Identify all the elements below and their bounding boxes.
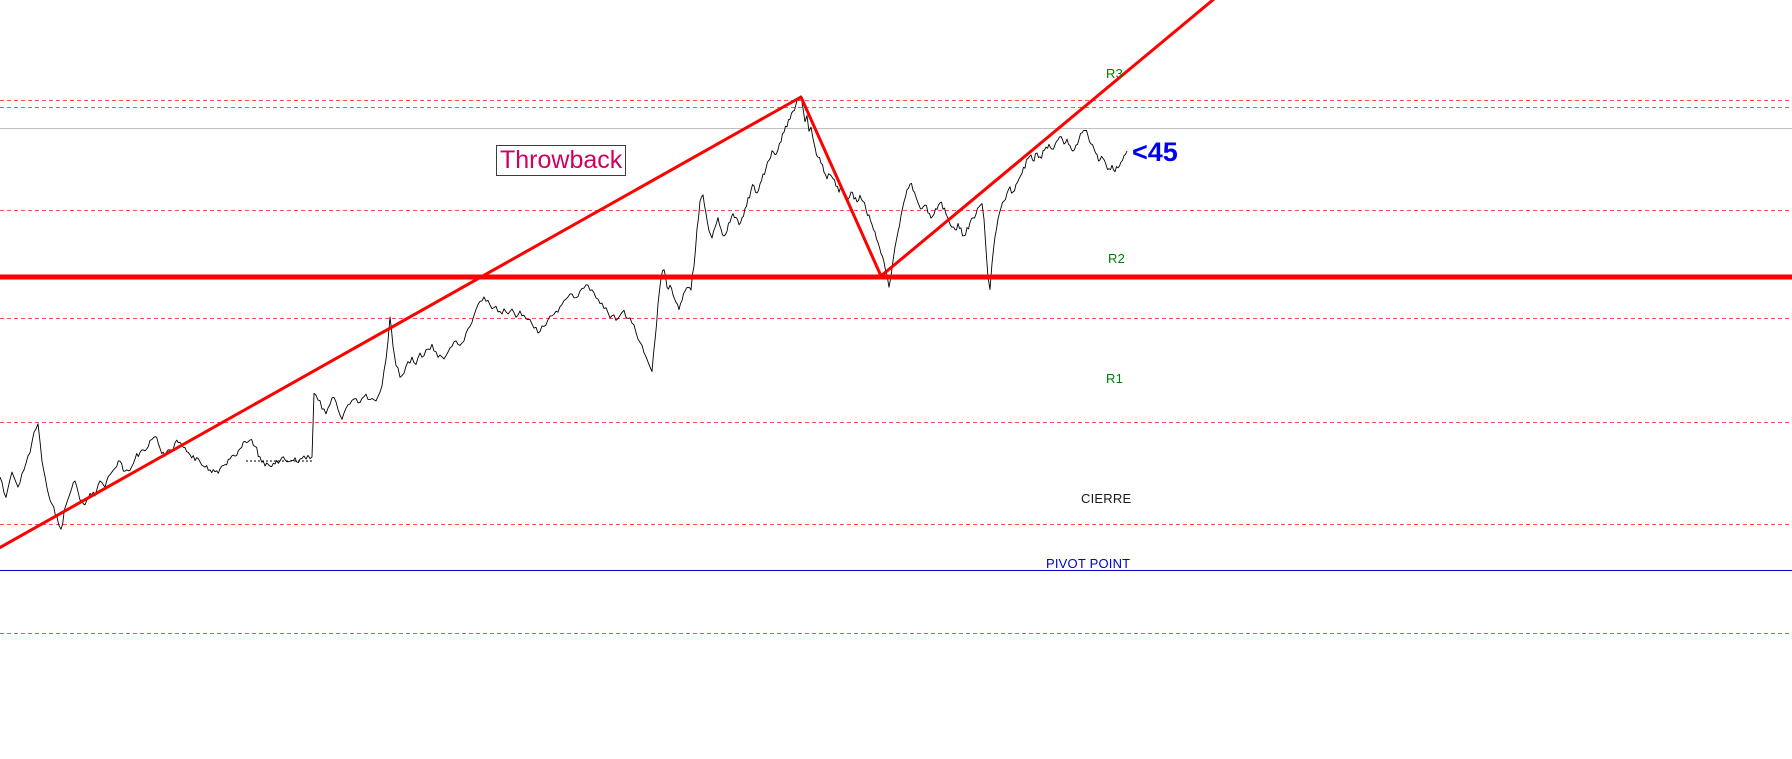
cierre-label: CIERRE [1081,491,1132,506]
r3-label: R3 [1106,66,1124,81]
price-target-label: <45 [1132,137,1178,167]
r2-label: R2 [1108,251,1126,266]
throwback-label: Throwback [500,146,623,174]
throwback-annotation: Throwback [496,145,627,176]
r1-label: R1 [1106,371,1124,386]
pivot-point-label: PIVOT POINT [1046,556,1131,571]
